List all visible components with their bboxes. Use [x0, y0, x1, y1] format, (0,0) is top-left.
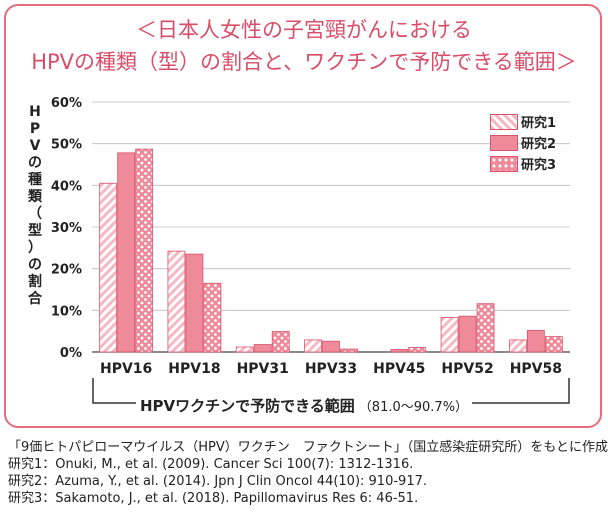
- bar-HPV16-研究3: [135, 148, 154, 353]
- legend-label: 研究3: [521, 158, 557, 173]
- source-note-line: 研究2：Azuma, Y., et al. (2014). Jpn J Clin…: [8, 474, 427, 489]
- y-tick-label: 50%: [51, 138, 82, 153]
- bar-HPV52-研究1: [440, 317, 459, 353]
- y-axis-label-char: H: [29, 104, 41, 120]
- source-note-line: 研究3：Sakamoto, J., et al. (2018). Papillo…: [8, 491, 419, 506]
- y-tick-label: 40%: [51, 179, 82, 194]
- vaccine-range-label: HPVワクチンで予防できる範囲: [135, 397, 359, 415]
- bar-HPV58-研究1: [508, 339, 527, 353]
- legend-swatch: [490, 155, 518, 172]
- legend-swatch: [490, 113, 518, 130]
- y-axis-label-char: 類: [28, 189, 42, 205]
- x-tick-label: HPV33: [305, 361, 357, 377]
- x-tick-label: HPV52: [441, 361, 493, 377]
- bar-HPV33-研究3: [340, 348, 358, 353]
- bar-HPV31-研究1: [235, 346, 254, 353]
- bar-HPV58-研究2: [526, 329, 545, 353]
- x-tick-label: HPV16: [100, 361, 152, 377]
- source-notes: 「9価ヒトパピローマウイルス（HPV）ワクチン ファクトシート」（国立感染症研究…: [8, 439, 608, 507]
- y-axis-label-char: V: [29, 138, 41, 154]
- vaccine-range-percent: （81.0～90.7%）: [358, 400, 473, 415]
- legend: 研究1 研究2 研究3: [490, 111, 556, 174]
- legend-swatch: [490, 134, 518, 151]
- y-axis-label-char: 割: [28, 274, 42, 290]
- bar-HPV31-研究2: [253, 344, 272, 353]
- y-axis-label-char: ）: [28, 240, 42, 256]
- chart-title-line1: ＜日本人女性の子宮頸がんにおける: [136, 18, 472, 42]
- legend-item: 研究1: [490, 111, 556, 132]
- source-note-line: 「9価ヒトパピローマウイルス（HPV）ワクチン ファクトシート」（国立感染症研究…: [8, 440, 608, 455]
- chart-title-line2: HPVの種類（型）の割合と、ワクチンで予防できる範囲＞: [31, 50, 577, 74]
- x-tick-label: HPV45: [373, 361, 425, 377]
- bar-HPV18-研究3: [203, 282, 222, 353]
- y-tick-label: 0%: [60, 346, 82, 361]
- bar-HPV33-研究2: [322, 340, 340, 353]
- legend-label: 研究1: [521, 116, 557, 131]
- bar-HPV52-研究2: [458, 315, 477, 353]
- bar-HPV18-研究1: [167, 250, 186, 353]
- y-axis-label-char: P: [29, 121, 41, 137]
- y-axis-label: H P V の種類（型）の割合: [24, 104, 46, 308]
- legend-item: 研究3: [490, 153, 556, 174]
- y-tick-label: 60%: [51, 96, 82, 111]
- bar-HPV16-研究2: [117, 152, 136, 353]
- x-tick-label: HPV31: [237, 361, 289, 377]
- bar-HPV58-研究3: [544, 336, 563, 353]
- bar-HPV18-研究2: [185, 253, 204, 353]
- y-tick-label: 10%: [51, 304, 82, 319]
- vaccine-range-annotation: HPVワクチンで予防できる範囲 （81.0～90.7%）: [0, 395, 608, 416]
- y-tick-label: 30%: [51, 221, 82, 236]
- y-axis-label-char: （: [28, 206, 42, 222]
- legend-label: 研究2: [521, 137, 557, 152]
- bar-HPV31-研究3: [271, 331, 290, 353]
- y-axis-label-char: の: [28, 155, 42, 171]
- bar-HPV33-研究1: [304, 339, 322, 353]
- bar-HPV45-研究3: [408, 347, 427, 353]
- legend-item: 研究2: [490, 132, 556, 153]
- y-axis-label-char: の: [28, 257, 42, 273]
- x-tick-label: HPV58: [510, 361, 562, 377]
- y-axis-label-char: 合: [28, 291, 42, 307]
- bar-HPV16-研究1: [99, 182, 118, 353]
- source-note-line: 研究1：Onuki, M., et al. (2009). Cancer Sci…: [8, 457, 414, 472]
- y-axis-label-char: 型: [28, 223, 42, 239]
- bar-HPV45-研究2: [390, 349, 409, 353]
- bar-HPV52-研究3: [476, 303, 495, 353]
- x-tick-label: HPV18: [168, 361, 220, 377]
- y-axis-label-char: 種: [28, 172, 42, 188]
- y-tick-label: 20%: [51, 263, 82, 278]
- bar-chart: 0% 10% 20% 30% 40% 50% 60% HPV16 HPV18 HPV31 HPV33…: [51, 96, 570, 377]
